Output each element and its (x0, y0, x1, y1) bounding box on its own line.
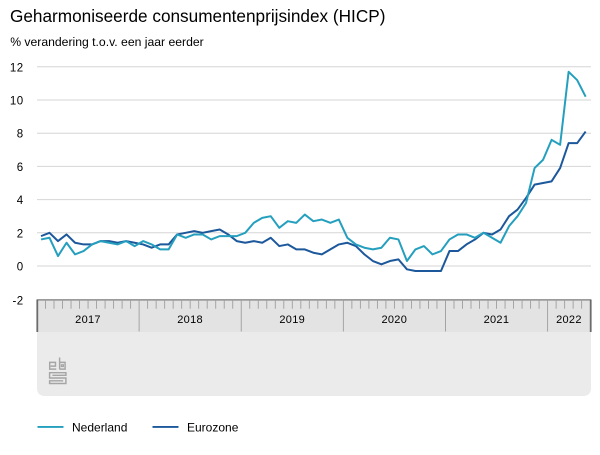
svg-text:2020: 2020 (381, 314, 407, 326)
svg-text:Geharmoniseerde consumentenpri: Geharmoniseerde consumentenprijsindex (H… (10, 6, 385, 26)
svg-text:8: 8 (17, 129, 24, 141)
svg-text:2017: 2017 (75, 314, 101, 326)
svg-text:0: 0 (17, 262, 24, 274)
svg-text:-2: -2 (12, 296, 23, 308)
svg-text:Eurozone: Eurozone (187, 421, 239, 435)
svg-text:12: 12 (10, 62, 24, 74)
svg-text:2021: 2021 (484, 314, 510, 326)
svg-text:10: 10 (10, 96, 24, 108)
svg-text:2022: 2022 (556, 314, 582, 326)
svg-text:2: 2 (17, 228, 24, 240)
svg-text:2018: 2018 (177, 314, 203, 326)
svg-text:Nederland: Nederland (72, 421, 127, 435)
svg-text:6: 6 (17, 162, 24, 174)
svg-text:4: 4 (17, 195, 24, 207)
svg-text:2019: 2019 (279, 314, 305, 326)
svg-text:% verandering t.o.v. een jaar: % verandering t.o.v. een jaar eerder (10, 35, 204, 49)
